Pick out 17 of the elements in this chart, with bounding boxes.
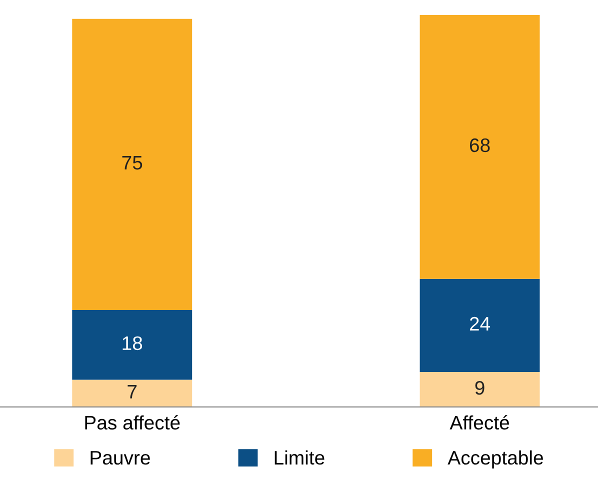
legend-label: Limite (274, 450, 324, 465)
bar (72, 18, 192, 310)
bar (420, 372, 540, 407)
data-label: 75 (122, 156, 142, 170)
data-label: 18 (122, 336, 142, 350)
bar (72, 310, 192, 380)
legend-label: Pauvre (90, 451, 150, 465)
bar (420, 14, 540, 279)
bar (420, 278, 540, 372)
data-label: 7 (128, 385, 137, 398)
legend-label: Acceptable (448, 450, 543, 468)
data-label: 68 (470, 138, 490, 152)
x-tick-label: Pas affecté (85, 415, 180, 430)
bar (72, 380, 192, 407)
data-label: 9 (475, 380, 484, 395)
x-tick-label: Affecté (450, 415, 510, 430)
data-label: 24 (470, 316, 490, 330)
